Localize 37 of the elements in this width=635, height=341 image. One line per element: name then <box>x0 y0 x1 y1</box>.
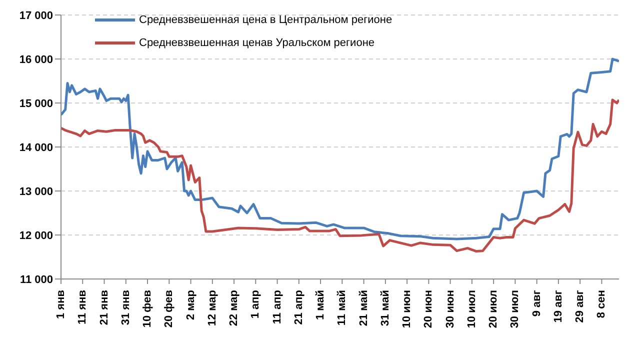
x-tick-label: 10 фев <box>142 290 154 328</box>
x-tick-label: 8 сен <box>596 290 608 318</box>
x-tick-label: 29 авг <box>574 290 586 323</box>
x-tick-label: 30 июл <box>509 290 522 328</box>
x-tick-label: 20 фев <box>163 290 176 328</box>
x-tick-label: 20 июл <box>488 290 500 328</box>
y-tick-label: 17 000 <box>19 10 53 22</box>
x-tick-label: 21 апр <box>292 290 305 325</box>
x-tick-label: 31 май <box>379 290 392 326</box>
x-tick-label: 10 июл <box>466 290 478 328</box>
x-tick-label: 11 янв <box>76 290 89 325</box>
x-tick-label: 9 авг <box>530 290 543 317</box>
x-tick-label: 21 янв <box>98 290 110 326</box>
x-tick-label: 2 мар <box>184 290 197 320</box>
x-tick-label: 1 май <box>314 290 327 320</box>
line-series <box>61 58 619 240</box>
line-series <box>61 98 619 253</box>
x-tick-label: 19 авг <box>552 290 564 323</box>
y-tick-label: 12 000 <box>19 230 53 242</box>
legend-label: Средневзвешенная цена в Центральном регионе <box>139 14 392 26</box>
legend-label: Средневзвешенная ценав Уральском регионе <box>139 36 375 48</box>
y-tick-label: 15 000 <box>19 98 53 110</box>
x-tick-label: 22 мар <box>228 290 240 326</box>
x-tick-label: 1 апр <box>250 290 262 319</box>
x-tick-label: 20 июн <box>422 290 435 328</box>
y-tick-label: 14 000 <box>19 142 53 154</box>
x-tick-label: 10 июн <box>401 290 414 328</box>
x-tick-label: 21 май <box>358 290 370 326</box>
x-tick-label: 31 янв <box>120 290 132 326</box>
x-tick-label: 12 мар <box>206 290 218 326</box>
y-tick-label: 13 000 <box>19 186 53 198</box>
x-tick-label: 11 май <box>336 290 348 326</box>
x-tick-label: 1 янв <box>55 290 67 319</box>
x-tick-label: 30 июн <box>444 290 456 328</box>
y-tick-label: 11 000 <box>20 274 53 286</box>
x-tick-label: 11 апр <box>271 290 284 324</box>
y-tick-label: 16 000 <box>19 54 53 66</box>
